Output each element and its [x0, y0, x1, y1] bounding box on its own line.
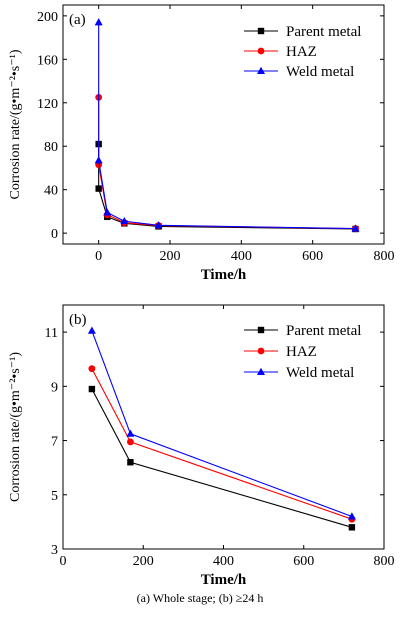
chart-panel-1: 0 200 400 600 800 0 40 80 120 160 200 Time/h Corrosi…: [8, 4, 395, 283]
x-tick-label: 200: [160, 249, 181, 264]
figure-canvas: 0 200 400 600 800 0 40 80 120 160 200 Time/h Corrosi…: [8, 4, 395, 588]
y-axis-label: Corrosion rate/(g•m⁻²•s⁻¹): [8, 352, 23, 502]
x-tick-label: 600: [293, 554, 314, 569]
data-point-series-3: [347, 512, 356, 520]
data-point-series-3: [94, 18, 103, 26]
plot-frame: [62, 4, 385, 245]
series-line-3: [98, 22, 356, 230]
data-point-series-3: [87, 326, 96, 334]
y-axis-label: Corrosion rate/(g•m⁻²•s⁻¹): [8, 49, 23, 199]
y-tick-label: 200: [37, 10, 58, 25]
data-point-series-3: [154, 221, 163, 229]
x-tick-label: 0: [95, 249, 102, 264]
y-tick-label: 9: [51, 380, 58, 395]
chart-panel-2: 0 200 400 600 800 3 5 7 9 11 Time/h Corrosion rate/…: [8, 304, 395, 588]
y-tick-label: 11: [45, 326, 58, 341]
plot-frame: [62, 304, 385, 550]
legend-entry-2: HAZ: [286, 44, 317, 60]
series-line-2: [98, 97, 356, 230]
x-tick-label: 800: [374, 249, 395, 264]
x-tick-label: 600: [302, 249, 323, 264]
x-tick-label: 400: [213, 554, 234, 569]
data-point-series-1: [88, 385, 96, 393]
x-tick-label: 400: [231, 249, 252, 264]
y-tick-label: 40: [44, 184, 58, 199]
legend-entry-3: Weld metal: [286, 64, 354, 80]
legend-entry-1: Parent metal: [286, 24, 361, 40]
legend-marker: [257, 47, 265, 55]
data-point-series-1: [95, 185, 102, 192]
legend-marker: [257, 326, 265, 334]
data-point-series-2: [88, 365, 96, 373]
data-point-series-2: [127, 438, 134, 446]
y-tick-label: 0: [51, 227, 58, 242]
y-tick-label: 80: [44, 140, 58, 155]
legend-marker: [257, 27, 265, 35]
x-tick-label: 200: [133, 554, 154, 569]
panel-label: (a): [69, 12, 86, 28]
legend-entry-3: Weld metal: [286, 365, 354, 381]
data-point-series-3: [351, 224, 360, 232]
legend-marker: [257, 347, 265, 355]
y-tick-label: 120: [37, 97, 58, 112]
data-point-series-1: [127, 459, 134, 466]
data-point-series-3: [94, 156, 103, 164]
legend-entry-2: HAZ: [286, 344, 317, 360]
data-point-series-3: [103, 208, 112, 216]
figure-caption: (a) Whole stage; (b) ≥24 h: [136, 591, 264, 605]
series-line-1: [98, 144, 356, 230]
y-tick-label: 5: [51, 489, 58, 504]
x-axis-label: Time/h: [201, 572, 247, 588]
x-tick-label: 0: [60, 554, 67, 569]
legend-entry-1: Parent metal: [286, 323, 361, 339]
x-axis-label: Time/h: [201, 267, 247, 283]
data-point-series-3: [126, 429, 135, 437]
data-point-series-1: [348, 524, 356, 531]
y-tick-label: 7: [51, 435, 58, 450]
series-line-1: [91, 388, 353, 528]
y-tick-label: 3: [51, 543, 58, 558]
y-tick-label: 160: [37, 53, 58, 68]
panel-label: (b): [69, 312, 87, 328]
legend-marker: [257, 367, 265, 375]
legend-marker: [257, 66, 265, 74]
x-tick-label: 800: [374, 554, 395, 569]
data-point-series-3: [120, 216, 129, 225]
